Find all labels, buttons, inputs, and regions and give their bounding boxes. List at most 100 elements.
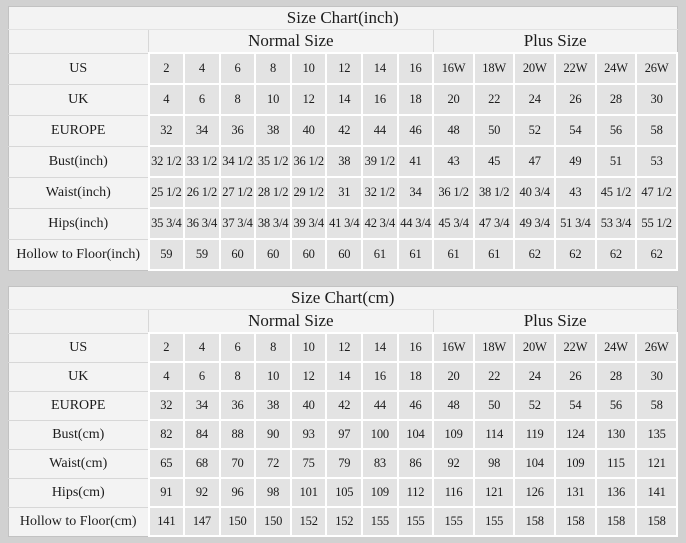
size-value-cell: 14	[361, 332, 399, 363]
title-row: Size Chart(inch)	[8, 6, 677, 30]
size-value-cell: 29 1/2	[289, 176, 328, 209]
size-value-cell: 62	[594, 238, 638, 271]
size-value-cell: 25 1/2	[147, 176, 186, 209]
size-value-cell: 30	[635, 83, 678, 116]
size-value-cell: 45 1/2	[594, 176, 638, 209]
size-value-cell: 52	[513, 114, 557, 147]
group-header-row: Normal Size Plus Size	[8, 309, 677, 333]
size-value-cell: 45 3/4	[432, 207, 475, 240]
size-value-cell: 28	[594, 361, 638, 392]
size-value-cell: 38 3/4	[254, 207, 292, 240]
size-value-cell: 104	[396, 419, 435, 450]
size-value-cell: 50	[472, 390, 516, 421]
size-value-cell: 119	[513, 419, 557, 450]
size-value-cell: 2	[147, 52, 186, 85]
size-value-cell: 60	[254, 238, 292, 271]
size-value-cell: 58	[635, 114, 678, 147]
size-value-cell: 8	[254, 52, 292, 85]
size-value-cell: 92	[183, 477, 221, 508]
size-value-cell: 26W	[635, 332, 678, 363]
size-value-cell: 58	[635, 390, 678, 421]
size-value-cell: 60	[289, 238, 328, 271]
table-row: EUROPE 32 34 36 38 40 42 44 46 48 50 52 54 56 58	[8, 390, 678, 421]
size-value-cell: 16	[396, 52, 435, 85]
size-value-cell: 18	[396, 361, 435, 392]
size-value-cell: 16	[361, 83, 399, 116]
size-value-cell: 12	[325, 332, 364, 363]
size-value-cell: 36 1/2	[289, 145, 328, 178]
size-value-cell: 16	[396, 332, 435, 363]
size-value-cell: 158	[513, 506, 557, 537]
size-value-cell: 49 3/4	[513, 207, 557, 240]
size-value-cell: 56	[594, 390, 638, 421]
size-value-cell: 27 1/2	[218, 176, 257, 209]
size-value-cell: 12	[325, 52, 364, 85]
size-value-cell: 90	[254, 419, 292, 450]
size-value-cell: 88	[218, 419, 257, 450]
size-value-cell: 37 3/4	[218, 207, 257, 240]
size-value-cell: 42 3/4	[361, 207, 399, 240]
row-label: Bust(cm)	[8, 419, 150, 449]
size-value-cell: 44	[361, 390, 399, 421]
size-value-cell: 84	[183, 419, 221, 450]
size-value-cell: 18W	[472, 332, 516, 363]
size-value-cell: 61	[432, 238, 475, 271]
size-value-cell: 16W	[432, 52, 475, 85]
size-value-cell: 22	[472, 361, 516, 392]
size-value-cell: 32 1/2	[361, 176, 399, 209]
size-value-cell: 155	[396, 506, 435, 537]
size-value-cell: 47 1/2	[635, 176, 678, 209]
size-value-cell: 4	[183, 52, 221, 85]
size-value-cell: 34	[183, 114, 221, 147]
size-value-cell: 42	[325, 114, 364, 147]
size-value-cell: 61	[472, 238, 516, 271]
table-row: Hips(cm) 91 92 96 98 101 105 109 112 116 121 126 131…	[8, 477, 678, 508]
size-value-cell: 46	[396, 114, 435, 147]
size-value-cell: 6	[183, 361, 221, 392]
size-value-cell: 98	[254, 477, 292, 508]
size-value-cell: 104	[513, 448, 557, 479]
size-value-cell: 10	[254, 361, 292, 392]
size-value-cell: 42	[325, 390, 364, 421]
size-value-cell: 50	[472, 114, 516, 147]
size-value-cell: 152	[289, 506, 328, 537]
size-value-cell: 44	[361, 114, 399, 147]
size-value-cell: 83	[361, 448, 399, 479]
size-value-cell: 38	[325, 145, 364, 178]
size-value-cell: 41	[396, 145, 435, 178]
row-label: UK	[8, 361, 150, 391]
title-row: Size Chart(cm)	[8, 286, 677, 310]
size-value-cell: 54	[554, 114, 597, 147]
table-title: Size Chart(inch)	[8, 6, 677, 30]
row-label: Hollow to Floor(cm)	[8, 506, 150, 536]
table-title: Size Chart(cm)	[8, 286, 677, 310]
size-value-cell: 8	[218, 83, 257, 116]
size-value-cell: 97	[325, 419, 364, 450]
size-value-cell: 41 3/4	[325, 207, 364, 240]
size-value-cell: 10	[254, 83, 292, 116]
size-value-cell: 59	[147, 238, 186, 271]
normal-size-header: Normal Size	[148, 309, 434, 333]
size-value-cell: 53	[635, 145, 678, 178]
size-value-cell: 72	[254, 448, 292, 479]
size-value-cell: 31	[325, 176, 364, 209]
size-value-cell: 40	[289, 114, 328, 147]
size-value-cell: 121	[472, 477, 516, 508]
size-value-cell: 40	[289, 390, 328, 421]
size-value-cell: 24	[513, 83, 557, 116]
size-value-cell: 8	[218, 361, 257, 392]
row-label: EUROPE	[8, 114, 150, 146]
size-value-cell: 105	[325, 477, 364, 508]
size-value-cell: 2	[147, 332, 186, 363]
table-row: US 2 4 6 8 10 12 14 16 16W 18W 20W 22W 24W 26W	[8, 332, 678, 363]
size-value-cell: 35 3/4	[147, 207, 186, 240]
size-value-cell: 75	[289, 448, 328, 479]
size-value-cell: 4	[183, 332, 221, 363]
size-value-cell: 35 1/2	[254, 145, 292, 178]
size-value-cell: 131	[554, 477, 597, 508]
size-value-cell: 109	[554, 448, 597, 479]
size-value-cell: 116	[432, 477, 475, 508]
size-value-cell: 82	[147, 419, 186, 450]
size-value-cell: 24	[513, 361, 557, 392]
size-value-cell: 79	[325, 448, 364, 479]
